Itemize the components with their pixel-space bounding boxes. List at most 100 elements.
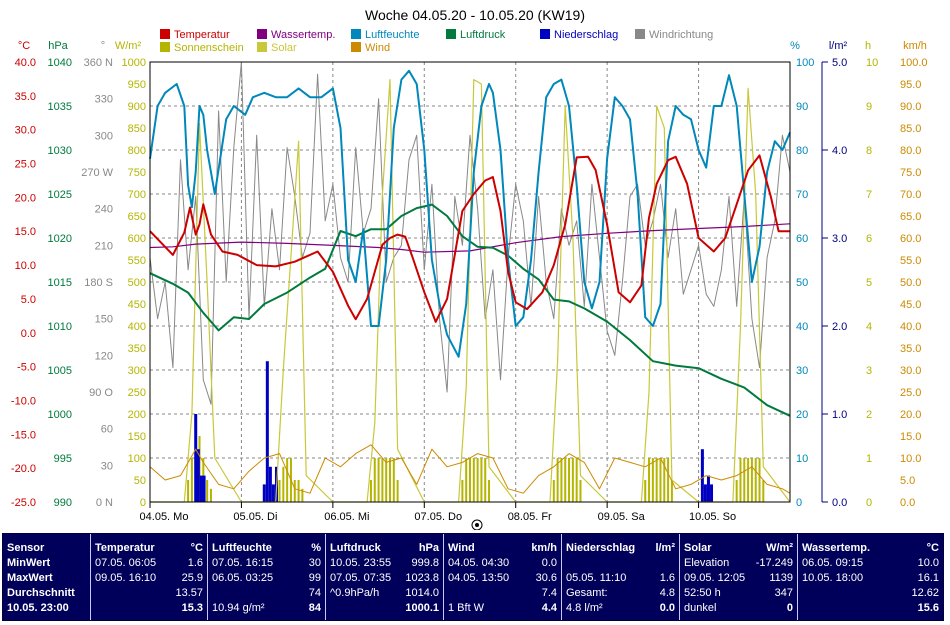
column-title: Temperatur bbox=[95, 542, 155, 554]
column-header: Solar W/m² bbox=[684, 541, 793, 556]
axis-unit: l/m² bbox=[829, 40, 848, 52]
precip-bar bbox=[199, 475, 203, 502]
stats-label: 06.05. 03:25 bbox=[212, 572, 274, 584]
wind-dir-tick: 150 bbox=[95, 314, 113, 326]
precip-tick: 1.0 bbox=[832, 409, 847, 421]
column-header: Wind km/h bbox=[448, 541, 557, 556]
sunshine-bar bbox=[560, 458, 563, 502]
stats-value: 4.8 bbox=[659, 587, 675, 599]
stats-label: dunkel bbox=[684, 602, 717, 614]
stats-column: Solar W/m² Elevation -17.249 09.05. 12:05 113… bbox=[680, 534, 798, 620]
legend-label: Sonnenschein bbox=[174, 42, 244, 54]
column-title: Niederschlag bbox=[566, 542, 636, 554]
wind-tick: 85.0 bbox=[900, 123, 921, 135]
sunshine-bar bbox=[187, 480, 190, 502]
sunshine-bar bbox=[739, 458, 742, 502]
axis-unit: h bbox=[865, 40, 871, 52]
stats-label: 52:50 h bbox=[684, 587, 721, 599]
stats-column: Wind km/h 04.05. 04:30 0.0 04.05. 13:50 30.6 7… bbox=[444, 534, 562, 620]
column-unit: °C bbox=[190, 542, 203, 554]
wind-tick: 95.0 bbox=[900, 79, 921, 91]
stats-label: 10.05. 23:55 bbox=[330, 557, 392, 569]
stats-row: ^0.9hPa/h 1014.0 bbox=[330, 586, 439, 601]
axis-unit: ° bbox=[101, 40, 105, 52]
sunshine-bar bbox=[747, 458, 750, 502]
humidity-tick: 70 bbox=[796, 189, 808, 201]
legend-swatch bbox=[257, 29, 267, 39]
temp-tick: 15.0 bbox=[15, 226, 36, 238]
humidity-tick: 40 bbox=[796, 321, 808, 333]
stats-row: 1 Bft W 4.4 bbox=[448, 601, 557, 616]
legend-label: Wind bbox=[365, 42, 390, 54]
x-label: 07.05. Do bbox=[414, 511, 462, 523]
solar-tick: 850 bbox=[128, 123, 146, 135]
x-label: 06.05. Mi bbox=[324, 511, 369, 523]
legend-label: Niederschlag bbox=[554, 29, 618, 41]
solar-tick: 100 bbox=[128, 453, 146, 465]
solar-tick: 250 bbox=[128, 387, 146, 399]
sunshine-bar bbox=[278, 480, 281, 502]
sunshine-bar bbox=[667, 458, 670, 502]
column-header: Luftfeuchte% bbox=[212, 541, 321, 556]
temp-tick: 5.0 bbox=[21, 294, 36, 306]
sunshine-bar bbox=[655, 458, 658, 502]
stats-row: 4.8 l/m² 0.0 bbox=[566, 601, 675, 616]
pressure-tick: 1035 bbox=[48, 101, 72, 113]
wind-dir-tick: 60 bbox=[101, 424, 113, 436]
solar-tick: 950 bbox=[128, 79, 146, 91]
legend-swatch bbox=[257, 42, 267, 52]
temp-tick: 0.0 bbox=[21, 328, 36, 340]
axis-unit: hPa bbox=[48, 40, 68, 52]
wind-tick: 55.0 bbox=[900, 255, 921, 267]
stats-label: 07.05. 16:15 bbox=[212, 557, 274, 569]
stats-row: dunkel 0 bbox=[684, 601, 793, 616]
stats-value: 0.0 bbox=[541, 557, 557, 569]
wind-dir-tick: 300 bbox=[95, 130, 113, 142]
x-label: 09.05. Sa bbox=[598, 511, 646, 523]
stats-value: 13.57 bbox=[175, 587, 203, 599]
pressure-line bbox=[149, 203, 791, 417]
wind-dir-tick: 0 N bbox=[96, 497, 113, 509]
stats-value: 1014.0 bbox=[405, 587, 439, 599]
solar-tick: 200 bbox=[128, 409, 146, 421]
stats-label: 06.05. 09:15 bbox=[802, 557, 864, 569]
precip-bar bbox=[194, 414, 198, 502]
sunshine-bar bbox=[377, 458, 380, 502]
stats-value: 74 bbox=[308, 587, 321, 599]
stats-row bbox=[566, 556, 675, 571]
scroll-handle[interactable] bbox=[471, 519, 483, 530]
wind-dir-tick: 90 O bbox=[89, 387, 113, 399]
column-title: Wind bbox=[448, 542, 475, 554]
wind-dir-tick: 210 bbox=[95, 240, 113, 252]
solar-tick: 300 bbox=[128, 365, 146, 377]
chart-title: Woche 04.05.20 - 10.05.20 (KW19) bbox=[365, 7, 585, 23]
stats-label: 04.05. 04:30 bbox=[448, 557, 510, 569]
wind-dir-tick: 30 bbox=[101, 460, 113, 472]
solar-tick: 50 bbox=[134, 475, 146, 487]
solar-tick: 150 bbox=[128, 431, 146, 443]
stats-row: 07.05. 06:05 1.6 bbox=[95, 556, 203, 571]
sunshine-bar bbox=[758, 458, 761, 502]
stats-value: 4.4 bbox=[541, 602, 557, 614]
column-header: Temperatur °C bbox=[95, 541, 203, 556]
sunshine-bar bbox=[392, 458, 395, 502]
sunshine-bar bbox=[480, 458, 483, 502]
sunshine-bar bbox=[465, 458, 468, 502]
sunshine-tick: 2 bbox=[866, 409, 872, 421]
column-unit: W/m² bbox=[766, 542, 793, 554]
solar-tick: 500 bbox=[128, 277, 146, 289]
wind-tick: 60.0 bbox=[900, 233, 921, 245]
stats-table: Sensor MinWert MaxWert Durchschnitt 10.05. 2… bbox=[2, 533, 944, 621]
wind-line bbox=[149, 444, 791, 494]
stats-value: 30 bbox=[308, 557, 321, 569]
stats-row: 52:50 h 347 bbox=[684, 586, 793, 601]
x-axis-labels: 04.05. Mo 05.05. Di 06.05. Mi 07.05. Do 08.0… bbox=[140, 502, 736, 523]
legend-label: Temperatur bbox=[174, 29, 230, 41]
humidity-tick: 80 bbox=[796, 145, 808, 157]
sunshine-tick: 3 bbox=[866, 365, 872, 377]
axis-units: °C hPa ° W/m²% l/m² h km/h bbox=[18, 40, 927, 52]
legend-label: Windrichtung bbox=[649, 29, 713, 41]
sunshine-bar bbox=[568, 458, 571, 502]
pressure-tick: 1040 bbox=[48, 57, 72, 69]
solar-tick: 750 bbox=[128, 167, 146, 179]
